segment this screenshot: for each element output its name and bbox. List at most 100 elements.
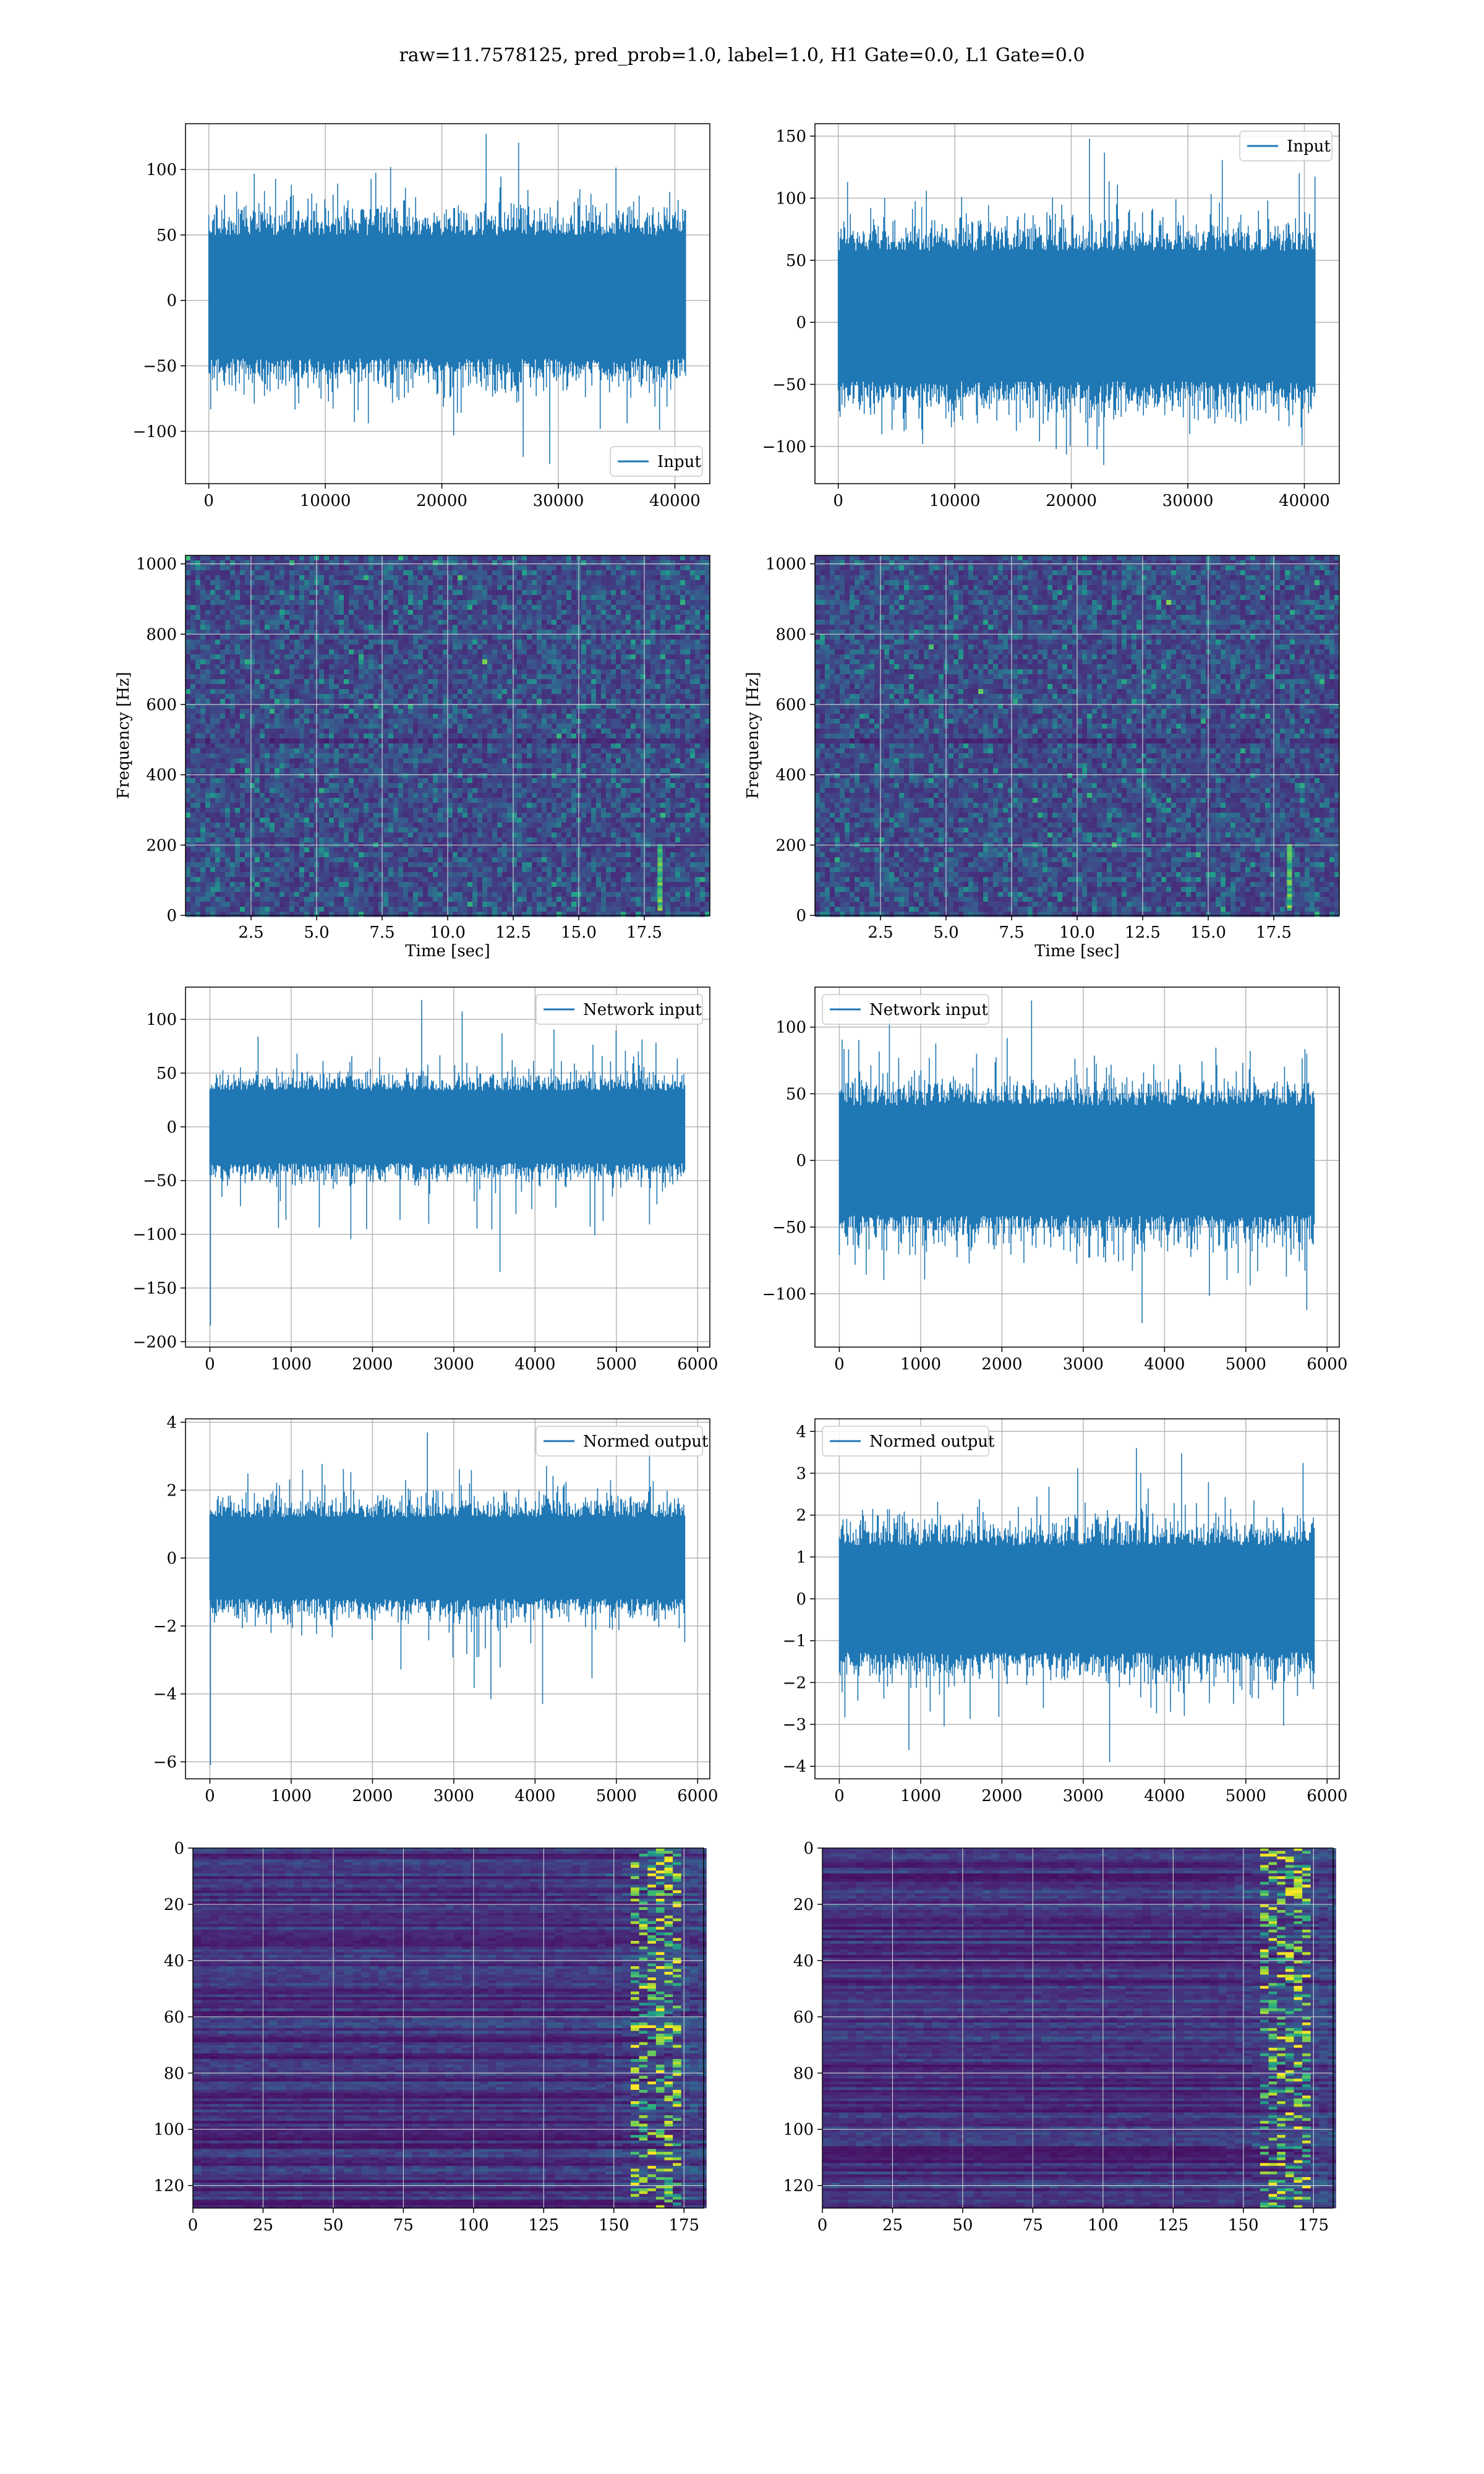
- heatmap-cell: [225, 654, 231, 660]
- heatmap-cell: [373, 704, 379, 709]
- heatmap-cell: [423, 590, 429, 596]
- heatmap-cell: [601, 709, 607, 714]
- heatmap-cell: [329, 679, 335, 685]
- heatmap-cell: [547, 694, 552, 700]
- heatmap-cell: [339, 763, 344, 769]
- heatmap-cell: [428, 615, 433, 620]
- heatmap-cell: [616, 615, 621, 620]
- heatmap-cell: [349, 630, 354, 635]
- heatmap-cell: [354, 719, 359, 724]
- heatmap-cell: [393, 738, 399, 744]
- heatmap-cell: [700, 590, 706, 596]
- heatmap-cell: [507, 615, 513, 620]
- heatmap-cell: [482, 590, 488, 596]
- x-tick-label: 30000: [533, 492, 584, 510]
- heatmap-cell: [646, 689, 651, 695]
- heatmap-cell: [502, 580, 508, 586]
- heatmap-cell: [215, 753, 221, 759]
- heatmap-cell: [527, 555, 532, 561]
- heatmap-cell: [299, 625, 305, 630]
- heatmap-cell: [453, 743, 458, 749]
- heatmap-cell: [339, 620, 344, 625]
- heatmap-cell: [369, 758, 374, 764]
- heatmap-cell: [250, 620, 255, 625]
- heatmap-cell: [616, 560, 621, 566]
- heatmap-cell: [319, 600, 325, 606]
- heatmap-cell: [463, 590, 468, 596]
- heatmap-cell: [497, 570, 503, 576]
- heatmap-cell: [586, 575, 592, 581]
- heatmap-cell: [210, 729, 216, 734]
- heatmap-cell: [403, 763, 409, 769]
- heatmap-cell: [547, 565, 552, 571]
- heatmap-cell: [319, 664, 325, 670]
- heatmap-cell: [532, 758, 537, 764]
- heatmap-cell: [636, 778, 641, 784]
- heatmap-cell: [349, 664, 354, 670]
- heatmap-cell: [596, 704, 602, 709]
- heatmap-cell: [660, 763, 666, 769]
- heatmap-cell: [186, 773, 191, 779]
- heatmap-cell: [571, 635, 577, 640]
- heatmap-cell: [240, 724, 245, 729]
- heatmap-cell: [289, 580, 295, 586]
- heatmap-cell: [705, 600, 710, 606]
- heatmap-cell: [324, 753, 330, 759]
- heatmap-cell: [527, 778, 532, 784]
- heatmap-cell: [324, 669, 330, 675]
- heatmap-cell: [255, 674, 260, 680]
- heatmap-cell: [675, 600, 681, 606]
- heatmap-cell: [369, 778, 374, 784]
- heatmap-cell: [270, 615, 275, 620]
- heatmap-cell: [438, 758, 443, 764]
- heatmap-cell: [423, 669, 429, 675]
- heatmap-cell: [655, 714, 661, 719]
- heatmap-cell: [373, 664, 379, 670]
- heatmap-cell: [349, 724, 354, 729]
- heatmap-cell: [383, 773, 389, 779]
- heatmap-cell: [537, 738, 542, 744]
- heatmap-cell: [260, 659, 265, 665]
- heatmap-cell: [195, 734, 201, 739]
- heatmap-cell: [566, 743, 572, 749]
- heatmap-cell: [497, 714, 503, 719]
- heatmap-cell: [279, 669, 285, 675]
- heatmap-cell: [650, 719, 656, 724]
- heatmap-cell: [383, 699, 389, 704]
- heatmap-cell: [319, 729, 325, 734]
- heatmap-cell: [215, 694, 221, 700]
- heatmap-cell: [334, 743, 339, 749]
- legend: Input: [1239, 131, 1333, 161]
- heatmap-cell: [225, 738, 231, 744]
- heatmap-cell: [309, 575, 315, 581]
- heatmap-cell: [596, 590, 602, 596]
- heatmap-cell: [482, 560, 488, 566]
- heatmap-cell: [660, 743, 666, 749]
- heatmap-cell: [700, 610, 706, 615]
- heatmap-cell: [517, 600, 522, 606]
- heatmap-cell: [210, 625, 216, 630]
- heatmap-cell: [433, 580, 438, 586]
- heatmap-cell: [552, 758, 557, 764]
- heatmap-cell: [492, 555, 498, 561]
- heatmap-cell: [675, 684, 681, 690]
- heatmap-cell: [700, 758, 706, 764]
- heatmap-cell: [537, 699, 542, 704]
- heatmap-cell: [650, 659, 656, 665]
- heatmap-cell: [275, 704, 280, 709]
- heatmap-cell: [349, 610, 354, 615]
- heatmap-cell: [270, 654, 275, 660]
- heatmap-cell: [329, 605, 335, 610]
- heatmap-cell: [428, 570, 433, 576]
- heatmap-cell: [581, 654, 587, 660]
- heatmap-cell: [571, 704, 577, 709]
- heatmap-cell: [487, 729, 493, 734]
- heatmap-cell: [408, 560, 414, 566]
- heatmap-cell: [537, 620, 542, 625]
- heatmap-cell: [472, 635, 478, 640]
- heatmap-cell: [433, 644, 438, 650]
- heatmap-cell: [566, 610, 572, 615]
- heatmap-cell: [581, 649, 587, 655]
- heatmap-cell: [482, 600, 488, 606]
- heatmap-cell: [566, 679, 572, 685]
